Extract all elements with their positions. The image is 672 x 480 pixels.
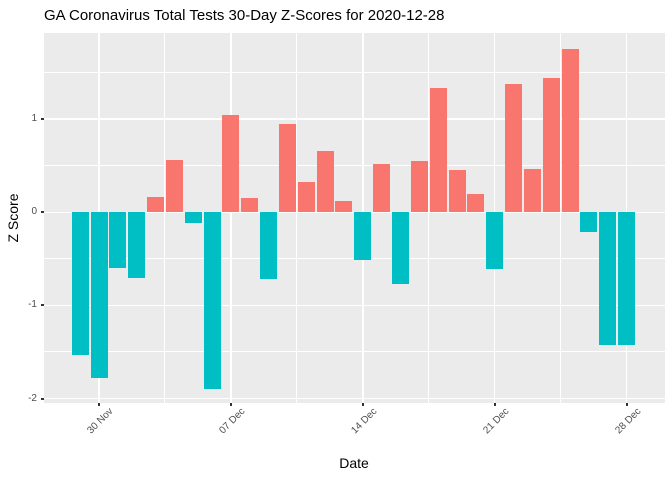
y-tick-label: 0 <box>31 206 37 218</box>
gridline-minor-v <box>164 33 166 403</box>
gridline-major-h <box>44 304 665 307</box>
y-tick-mark <box>41 211 44 214</box>
y-tick-label: -1 <box>28 299 37 311</box>
x-tick-mark <box>625 403 628 406</box>
bar-2020-12-05 <box>184 212 202 223</box>
bar-2020-12-19 <box>448 170 466 213</box>
x-tick-mark <box>493 403 496 406</box>
x-tick-label: 30 Nov <box>85 406 116 437</box>
bar-2020-12-11 <box>297 182 315 213</box>
y-tick-label: 1 <box>31 113 37 125</box>
x-tick-mark <box>361 403 364 406</box>
bar-2020-12-23 <box>523 168 541 213</box>
y-tick-label: -2 <box>28 392 37 404</box>
gridline-major-h <box>44 118 665 120</box>
gridline-minor-h <box>44 165 665 167</box>
x-tick-label: 28 Dec <box>613 406 644 437</box>
bar-2020-12-16 <box>391 212 409 284</box>
gridline-minor-h <box>44 72 665 74</box>
y-tick-mark <box>41 397 44 400</box>
bar-2020-12-13 <box>335 201 353 213</box>
bar-2020-12-01 <box>109 212 127 269</box>
gridline-major-h <box>44 397 665 400</box>
bar-2020-12-02 <box>128 212 146 279</box>
bar-2020-12-06 <box>203 212 221 390</box>
bar-2020-12-25 <box>561 49 579 213</box>
bar-2020-12-04 <box>165 160 183 213</box>
bar-2020-12-22 <box>505 83 523 213</box>
x-tick-label: 14 Dec <box>349 406 380 437</box>
x-tick-mark <box>98 403 100 406</box>
x-tick-label: 07 Dec <box>217 406 248 437</box>
gridline-minor-v <box>296 33 298 403</box>
bar-2020-11-29 <box>71 212 89 355</box>
bar-2020-12-20 <box>467 193 485 213</box>
x-tick-mark <box>229 403 232 406</box>
bar-2020-12-12 <box>316 150 334 213</box>
y-axis-title: Z Score <box>5 193 21 243</box>
bar-2020-12-28 <box>618 212 636 346</box>
bar-2020-12-10 <box>278 123 296 213</box>
x-axis-title: Date <box>339 455 369 471</box>
bar-2020-12-17 <box>410 161 428 213</box>
bar-2020-12-15 <box>373 163 391 213</box>
bar-2020-12-03 <box>147 197 165 213</box>
plot-panel <box>44 33 665 403</box>
bar-2020-12-21 <box>486 212 504 270</box>
bar-2020-12-27 <box>599 212 617 346</box>
bar-2020-11-30 <box>90 212 108 379</box>
y-tick-mark <box>41 304 44 307</box>
chart-title: GA Coronavirus Total Tests 30-Day Z-Scor… <box>44 7 445 24</box>
y-tick-mark <box>41 118 44 121</box>
gridline-minor-v <box>560 33 562 403</box>
bar-2020-12-08 <box>241 198 259 213</box>
bar-2020-12-26 <box>580 212 598 232</box>
bar-2020-12-07 <box>222 114 240 213</box>
bar-2020-12-24 <box>542 78 560 213</box>
x-tick-label: 21 Dec <box>481 406 512 437</box>
gridline-minor-v <box>428 33 430 403</box>
gridline-major-v <box>230 33 232 403</box>
bar-2020-12-18 <box>429 88 447 213</box>
bar-2020-12-14 <box>354 212 372 260</box>
bar-2020-12-09 <box>260 212 278 280</box>
gridline-minor-h <box>44 351 665 353</box>
